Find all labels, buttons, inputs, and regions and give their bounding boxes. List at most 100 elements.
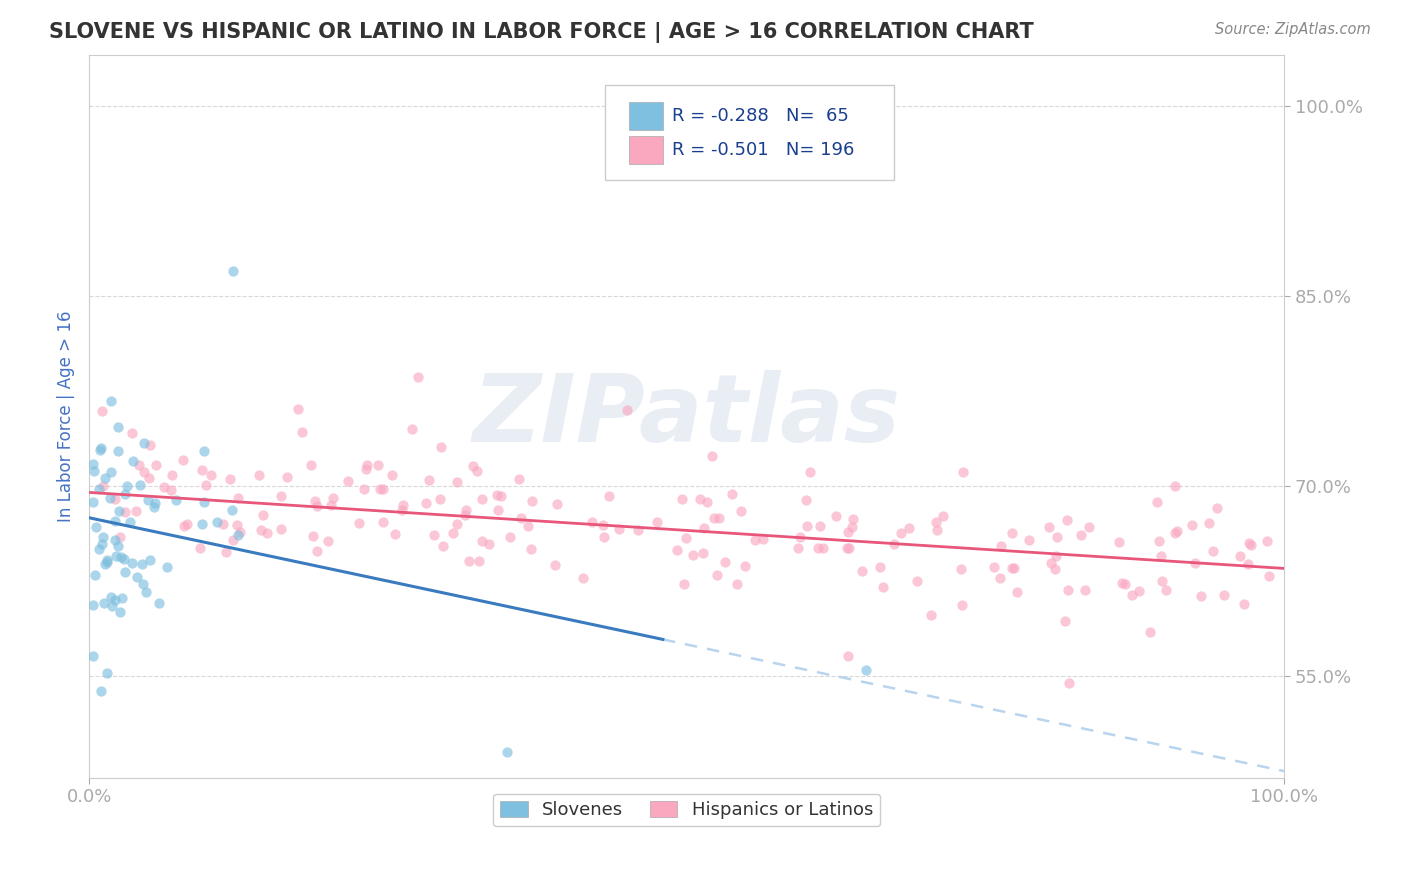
Point xyxy=(465,464,488,478)
Point xyxy=(353,482,375,496)
Point xyxy=(927,523,949,537)
Point xyxy=(1001,526,1024,541)
Point xyxy=(142,500,165,515)
Point xyxy=(173,519,195,533)
Point xyxy=(1237,557,1260,571)
Point xyxy=(1232,597,1254,611)
Point xyxy=(226,491,249,505)
Point xyxy=(128,458,150,473)
Point xyxy=(98,491,121,505)
Point xyxy=(725,577,748,591)
Point xyxy=(1198,516,1220,530)
Point xyxy=(1111,576,1133,591)
Point xyxy=(675,531,697,545)
Point xyxy=(401,422,423,436)
Point xyxy=(1150,549,1173,563)
Point xyxy=(672,577,695,591)
Point xyxy=(384,527,406,541)
Point xyxy=(671,492,693,507)
Point xyxy=(96,666,118,681)
Point xyxy=(486,502,509,516)
Point xyxy=(172,452,194,467)
Point xyxy=(132,465,155,479)
Point xyxy=(91,479,114,493)
Point xyxy=(990,539,1012,553)
Point xyxy=(107,443,129,458)
Point xyxy=(100,394,122,409)
Point xyxy=(247,468,270,483)
Point xyxy=(1180,518,1202,533)
Point xyxy=(132,576,155,591)
Point xyxy=(546,497,568,511)
Point xyxy=(950,598,973,612)
Point xyxy=(139,553,162,567)
Point xyxy=(714,555,737,569)
Point xyxy=(100,465,122,479)
Point xyxy=(1056,513,1078,527)
Point xyxy=(1256,533,1278,548)
Point xyxy=(367,458,389,473)
Point xyxy=(751,533,773,547)
Text: SLOVENE VS HISPANIC OR LATINO IN LABOR FORCE | AGE > 16 CORRELATION CHART: SLOVENE VS HISPANIC OR LATINO IN LABOR F… xyxy=(49,22,1033,44)
Point xyxy=(270,489,292,503)
Point xyxy=(82,457,104,471)
Point xyxy=(920,608,942,623)
Point xyxy=(1154,583,1177,598)
Point xyxy=(696,495,718,509)
Point xyxy=(215,545,238,559)
Point xyxy=(1240,538,1263,552)
Point xyxy=(111,591,134,605)
Point xyxy=(837,541,859,555)
Point xyxy=(194,478,217,492)
Point xyxy=(103,593,125,607)
Point xyxy=(108,605,131,619)
Point xyxy=(1045,530,1067,544)
Point xyxy=(316,533,339,548)
Point xyxy=(84,519,107,533)
Point xyxy=(89,442,111,457)
Legend: Slovenes, Hispanics or Latinos: Slovenes, Hispanics or Latinos xyxy=(494,794,880,826)
Point xyxy=(1001,561,1024,575)
Point xyxy=(1166,524,1188,539)
Point xyxy=(371,483,394,497)
Point xyxy=(276,470,298,484)
Point xyxy=(872,580,894,594)
Point xyxy=(841,519,863,533)
Text: Source: ZipAtlas.com: Source: ZipAtlas.com xyxy=(1215,22,1371,37)
Point xyxy=(1184,556,1206,570)
Point xyxy=(221,263,243,277)
Point xyxy=(104,533,127,547)
Point xyxy=(302,529,325,543)
Point xyxy=(82,495,104,509)
Point xyxy=(485,488,508,502)
Point xyxy=(952,465,974,479)
Point xyxy=(122,454,145,468)
Point xyxy=(983,560,1005,574)
Point xyxy=(1212,588,1234,602)
Point xyxy=(1002,561,1025,575)
Point xyxy=(1139,624,1161,639)
Point xyxy=(932,509,955,524)
FancyBboxPatch shape xyxy=(606,86,894,180)
Point xyxy=(808,519,831,533)
Point xyxy=(1163,479,1185,493)
Point xyxy=(607,522,630,536)
Point xyxy=(454,508,477,522)
Point xyxy=(1059,675,1081,690)
Point xyxy=(842,511,865,525)
Point xyxy=(592,517,614,532)
Point xyxy=(191,463,214,477)
Point xyxy=(666,542,689,557)
Point xyxy=(104,514,127,528)
Point xyxy=(837,648,859,663)
Point xyxy=(159,483,181,497)
Point xyxy=(598,489,620,503)
Point xyxy=(222,533,245,547)
Point xyxy=(471,492,494,507)
Point xyxy=(706,568,728,582)
Point xyxy=(1128,584,1150,599)
Point xyxy=(93,596,115,610)
Point xyxy=(84,567,107,582)
Point xyxy=(90,537,112,551)
Point xyxy=(1114,576,1136,591)
